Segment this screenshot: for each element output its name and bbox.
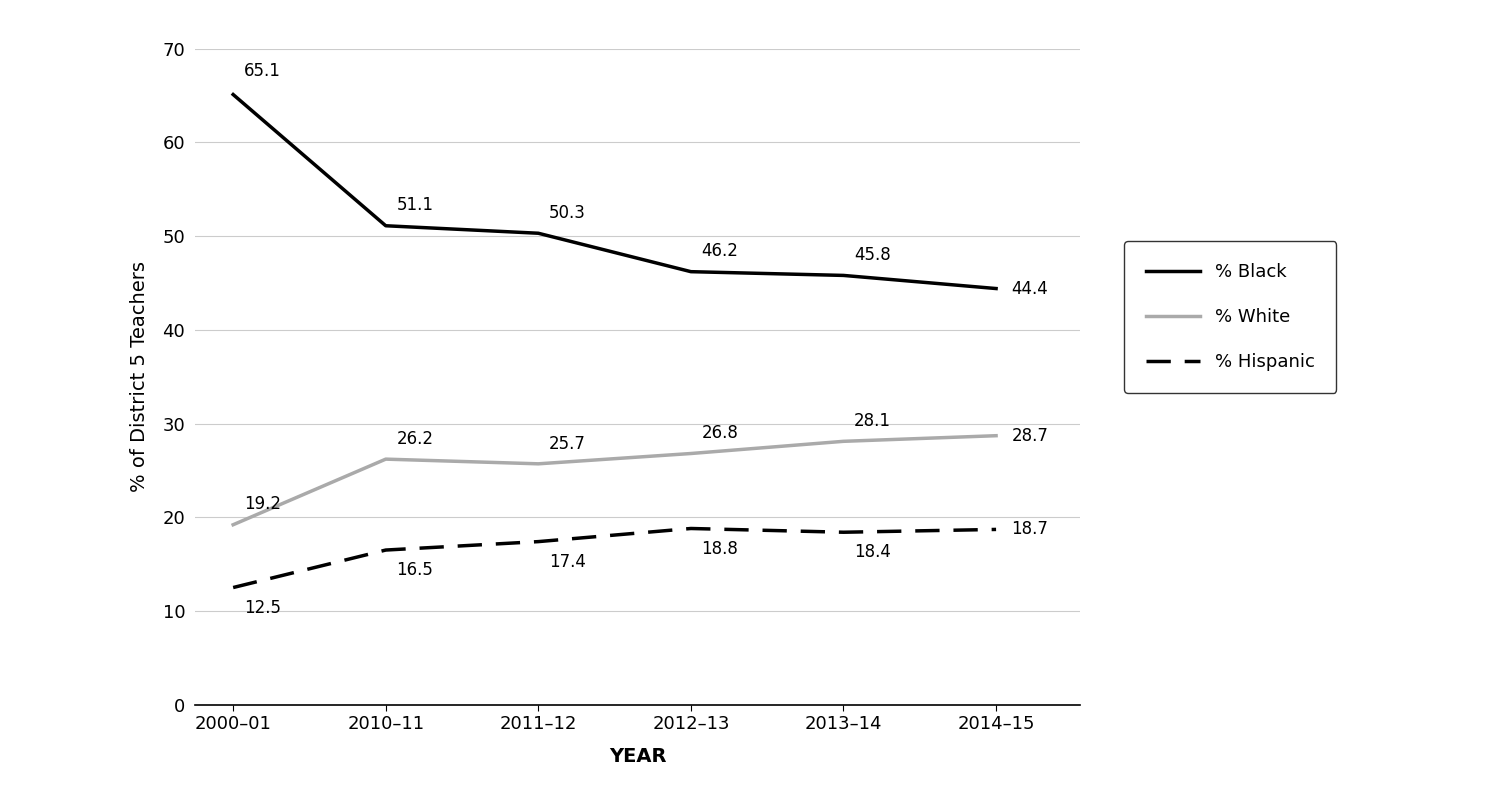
Text: 26.2: 26.2 — [396, 430, 433, 448]
Text: 51.1: 51.1 — [396, 197, 433, 215]
Legend: % Black, % White, % Hispanic: % Black, % White, % Hispanic — [1125, 241, 1336, 393]
Text: 44.4: 44.4 — [1011, 279, 1048, 297]
Text: 25.7: 25.7 — [549, 435, 586, 453]
X-axis label: YEAR: YEAR — [609, 747, 666, 766]
Text: 65.1: 65.1 — [244, 62, 280, 80]
Text: 28.7: 28.7 — [1011, 427, 1048, 445]
Text: 16.5: 16.5 — [396, 561, 433, 579]
Text: 26.8: 26.8 — [702, 424, 738, 442]
Text: 28.1: 28.1 — [853, 412, 891, 430]
Text: 18.4: 18.4 — [853, 544, 891, 561]
Text: 50.3: 50.3 — [549, 204, 586, 222]
Y-axis label: % of District 5 Teachers: % of District 5 Teachers — [129, 261, 149, 492]
Text: 18.7: 18.7 — [1011, 521, 1048, 539]
Text: 17.4: 17.4 — [549, 553, 586, 571]
Text: 46.2: 46.2 — [702, 242, 738, 261]
Text: 19.2: 19.2 — [244, 496, 280, 514]
Text: 12.5: 12.5 — [244, 599, 280, 616]
Text: 45.8: 45.8 — [853, 246, 891, 264]
Text: 18.8: 18.8 — [702, 539, 738, 558]
